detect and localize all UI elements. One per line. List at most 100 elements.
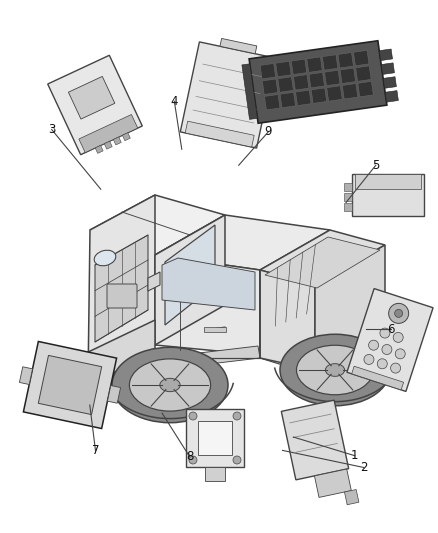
Polygon shape — [162, 258, 255, 310]
Circle shape — [369, 340, 378, 350]
Polygon shape — [280, 92, 296, 108]
Text: 2: 2 — [360, 461, 367, 474]
Polygon shape — [309, 72, 325, 88]
Ellipse shape — [129, 359, 211, 411]
Polygon shape — [155, 215, 225, 345]
Polygon shape — [379, 49, 392, 61]
Polygon shape — [107, 385, 120, 403]
Circle shape — [389, 303, 409, 324]
Polygon shape — [262, 79, 278, 94]
Polygon shape — [95, 146, 103, 154]
Polygon shape — [296, 90, 311, 106]
Polygon shape — [19, 367, 32, 384]
Polygon shape — [344, 193, 352, 201]
Circle shape — [189, 456, 197, 464]
Text: 9: 9 — [265, 125, 272, 138]
Polygon shape — [322, 55, 338, 70]
Polygon shape — [82, 320, 155, 390]
Polygon shape — [198, 421, 232, 455]
Circle shape — [189, 412, 197, 420]
Polygon shape — [122, 133, 131, 141]
Text: 7: 7 — [92, 444, 99, 457]
Polygon shape — [186, 409, 244, 467]
Ellipse shape — [325, 364, 345, 376]
Polygon shape — [260, 270, 315, 370]
Ellipse shape — [160, 378, 180, 392]
Text: 8: 8 — [186, 450, 193, 463]
Circle shape — [364, 354, 374, 365]
Circle shape — [391, 363, 401, 373]
Text: 5: 5 — [372, 159, 379, 172]
Polygon shape — [352, 366, 403, 390]
Polygon shape — [385, 91, 398, 102]
Polygon shape — [38, 356, 102, 415]
Polygon shape — [155, 255, 260, 355]
Polygon shape — [344, 489, 359, 505]
Polygon shape — [327, 86, 342, 101]
Polygon shape — [265, 94, 280, 110]
Polygon shape — [155, 215, 330, 270]
Polygon shape — [353, 50, 369, 66]
Ellipse shape — [112, 348, 228, 423]
Circle shape — [233, 412, 241, 420]
Polygon shape — [381, 63, 395, 75]
Polygon shape — [278, 77, 293, 92]
Circle shape — [233, 456, 241, 464]
Circle shape — [395, 309, 403, 317]
Polygon shape — [347, 288, 433, 391]
Polygon shape — [180, 42, 276, 148]
Polygon shape — [338, 53, 353, 68]
Polygon shape — [356, 66, 371, 82]
Polygon shape — [314, 469, 351, 497]
Bar — [204, 327, 226, 332]
Polygon shape — [344, 183, 352, 191]
Polygon shape — [293, 75, 309, 90]
Polygon shape — [260, 63, 276, 79]
Text: 4: 4 — [170, 95, 178, 108]
Polygon shape — [249, 41, 387, 123]
Polygon shape — [315, 245, 385, 375]
Polygon shape — [113, 137, 121, 145]
Polygon shape — [281, 400, 349, 480]
Polygon shape — [79, 115, 138, 152]
Polygon shape — [140, 346, 260, 372]
Ellipse shape — [94, 250, 116, 266]
FancyBboxPatch shape — [107, 284, 137, 308]
Polygon shape — [95, 235, 148, 342]
Polygon shape — [260, 230, 385, 285]
Polygon shape — [340, 68, 356, 84]
Polygon shape — [352, 174, 424, 216]
Polygon shape — [90, 195, 225, 255]
Polygon shape — [291, 59, 307, 75]
Polygon shape — [165, 225, 215, 325]
Polygon shape — [342, 84, 358, 99]
Polygon shape — [242, 64, 258, 119]
Polygon shape — [276, 61, 291, 77]
Polygon shape — [185, 121, 254, 147]
Polygon shape — [383, 77, 396, 88]
Polygon shape — [358, 82, 373, 97]
Text: 6: 6 — [387, 323, 395, 336]
Circle shape — [395, 349, 405, 359]
Polygon shape — [88, 195, 155, 380]
Polygon shape — [68, 76, 115, 119]
Ellipse shape — [280, 334, 390, 406]
Text: 3: 3 — [48, 123, 55, 136]
Circle shape — [380, 328, 390, 338]
Text: 1: 1 — [351, 449, 359, 462]
Ellipse shape — [297, 345, 374, 395]
Polygon shape — [205, 467, 225, 481]
Polygon shape — [23, 342, 117, 429]
Polygon shape — [344, 203, 352, 211]
Polygon shape — [311, 88, 327, 103]
Polygon shape — [325, 70, 340, 86]
Circle shape — [393, 333, 403, 342]
Polygon shape — [265, 237, 380, 288]
Polygon shape — [48, 55, 142, 155]
Polygon shape — [220, 38, 257, 54]
Polygon shape — [104, 141, 112, 149]
Circle shape — [382, 344, 392, 354]
Polygon shape — [307, 57, 322, 72]
Circle shape — [377, 359, 387, 369]
Polygon shape — [148, 272, 160, 291]
